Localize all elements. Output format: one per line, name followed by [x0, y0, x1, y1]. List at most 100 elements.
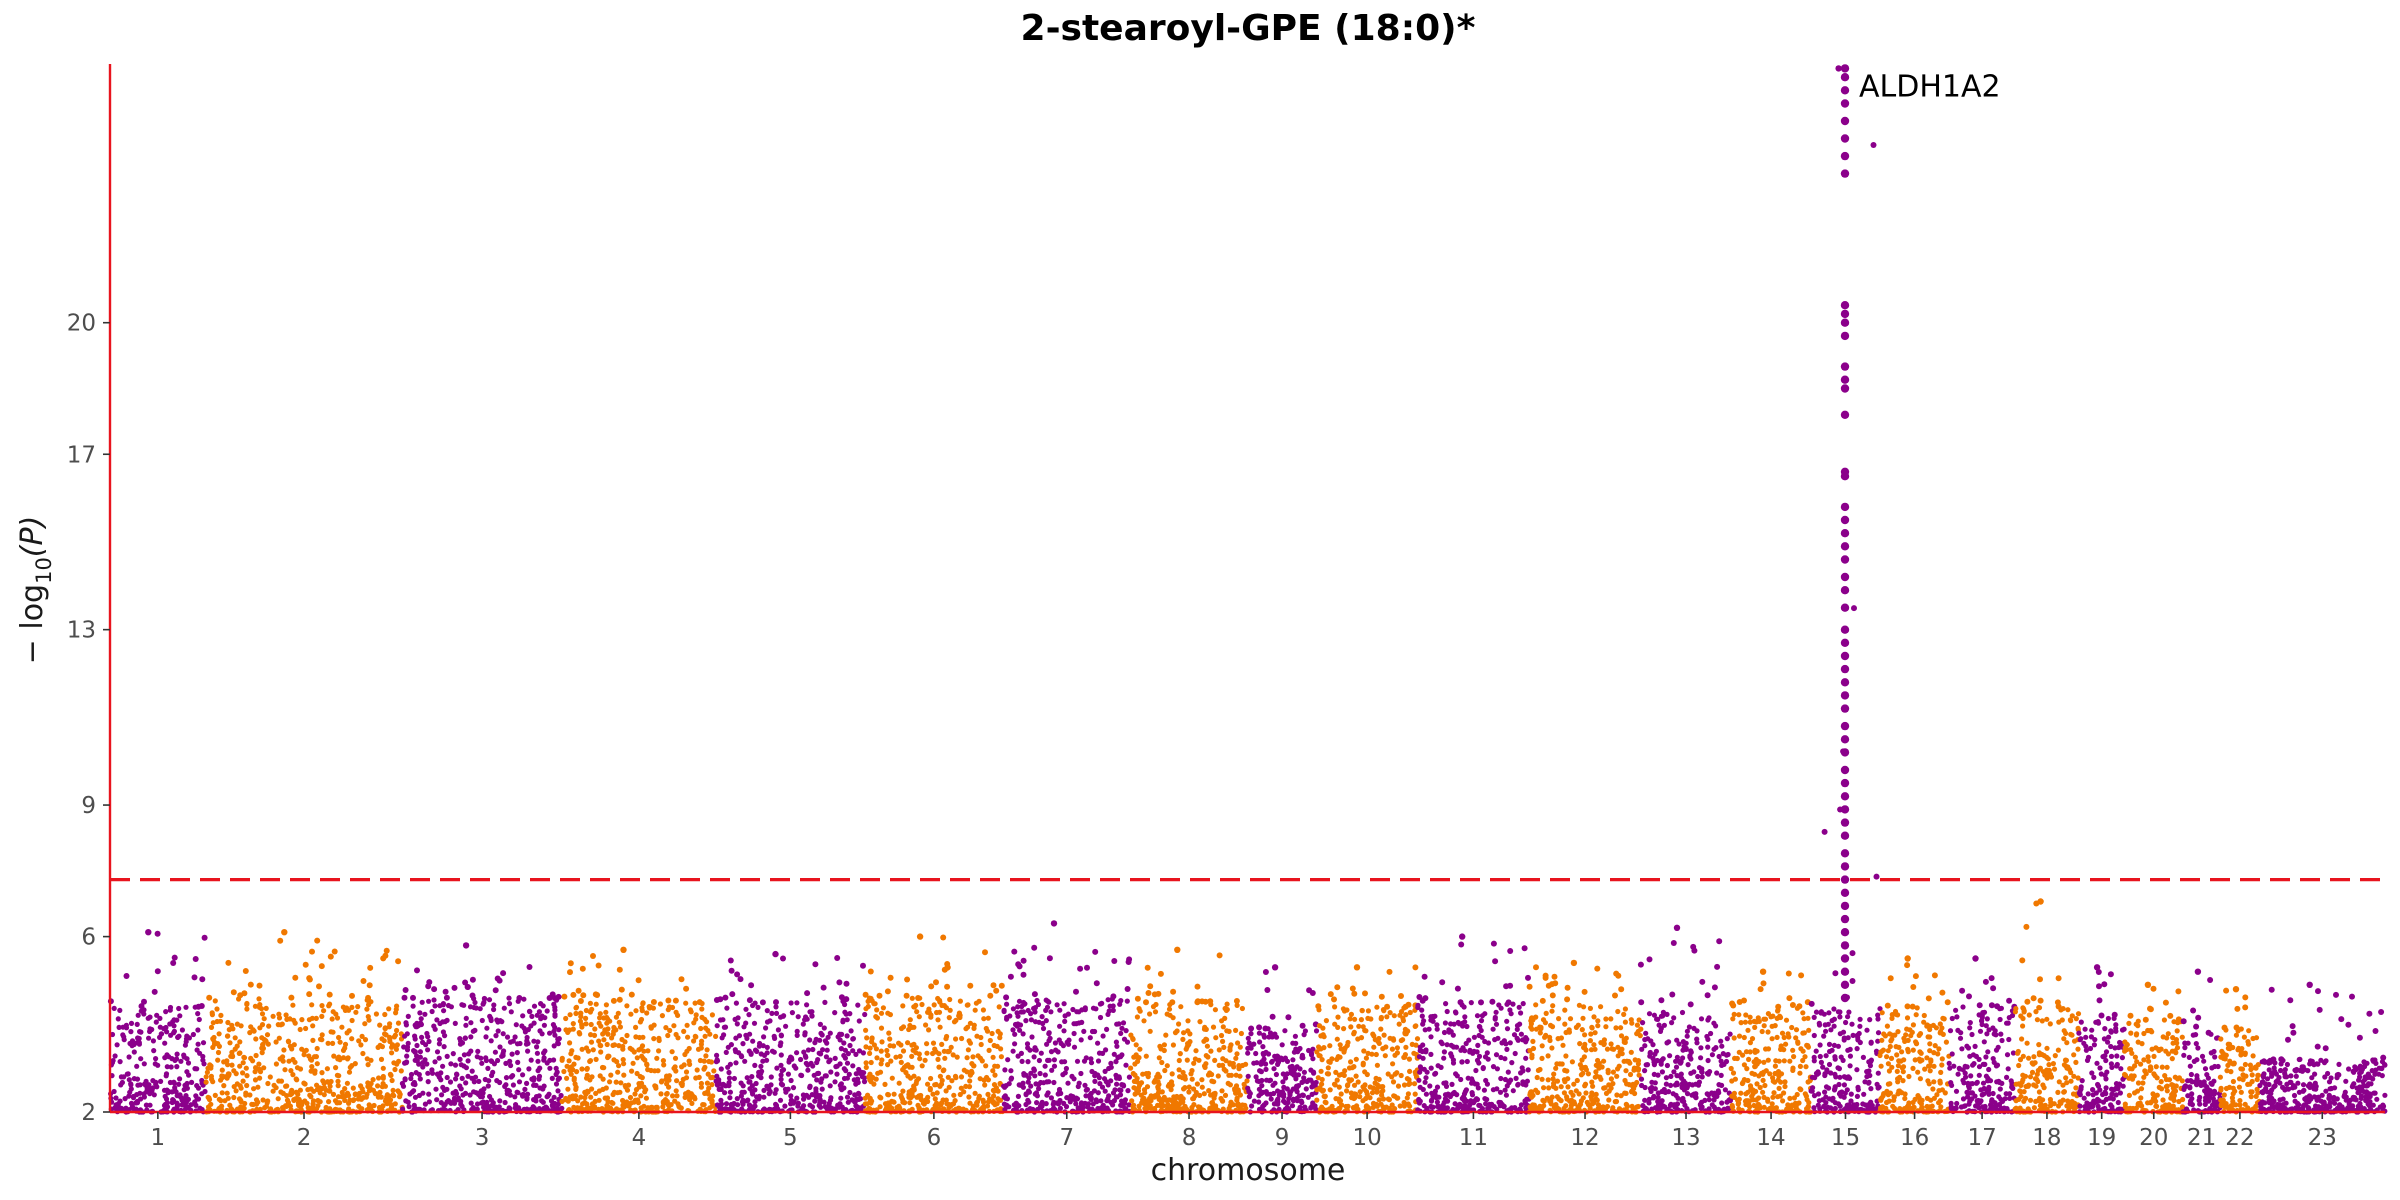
- snp-point: [1367, 1095, 1373, 1101]
- snp-point: [696, 999, 703, 1006]
- snp-point: [1147, 1011, 1153, 1017]
- snp-point: [1507, 1007, 1513, 1013]
- snp-point: [310, 1037, 316, 1043]
- snp-point: [138, 1008, 144, 1014]
- snp-point: [1337, 1054, 1343, 1060]
- snp-point: [555, 1041, 562, 1047]
- snp-point: [1564, 1068, 1570, 1074]
- snp-point: [1020, 1031, 1026, 1037]
- snp-point: [283, 1103, 289, 1109]
- snp-point: [1646, 1011, 1653, 1017]
- snp-point: [1120, 1020, 1127, 1026]
- snp-point: [614, 1106, 620, 1112]
- snp-point: [206, 994, 213, 1001]
- snp-point: [1386, 1097, 1392, 1103]
- snp-point: [1134, 1075, 1140, 1081]
- snp-point: [408, 1071, 415, 1078]
- snp-point: [814, 1077, 820, 1083]
- snp-point: [660, 1058, 667, 1064]
- snp-point: [689, 1100, 695, 1106]
- snp-point: [828, 1095, 834, 1101]
- snp-point: [168, 1064, 174, 1070]
- snp-point: [1141, 1101, 1147, 1107]
- snp-point: [1606, 1097, 1612, 1103]
- snp-point: [452, 1020, 458, 1026]
- snp-point: [1177, 1051, 1183, 1057]
- snp-point: [123, 1022, 129, 1028]
- snp-point: [389, 1077, 395, 1084]
- snp-point: [778, 1062, 784, 1068]
- snp-point: [939, 1041, 945, 1047]
- snp-point: [824, 1040, 830, 1046]
- snp-point: [219, 1090, 225, 1096]
- snp-point: [584, 1101, 590, 1107]
- snp-point: [917, 1056, 923, 1062]
- snp-point: [1640, 1020, 1646, 1026]
- snp-point: [536, 1009, 543, 1015]
- snp-point: [1464, 1058, 1470, 1065]
- snp-point: [643, 1095, 650, 1101]
- snp-point: [991, 1093, 997, 1099]
- snp-point: [497, 1044, 503, 1050]
- snp-point: [673, 1009, 679, 1015]
- snp-point: [170, 960, 177, 966]
- snp-point: [507, 1106, 513, 1112]
- snp-point: [434, 1049, 441, 1055]
- snp-point: [1008, 1068, 1014, 1074]
- snp-point: [1435, 1103, 1441, 1110]
- snp-point: [458, 1098, 464, 1104]
- snp-point: [864, 1035, 870, 1041]
- snp-point: [957, 1106, 963, 1112]
- snp-point: [1019, 1003, 1025, 1010]
- snp-point: [263, 1103, 269, 1109]
- snp-point: [1260, 1060, 1266, 1066]
- snp-point: [698, 1041, 705, 1047]
- snp-point: [1248, 1031, 1254, 1037]
- snp-point: [224, 1090, 230, 1096]
- snp-point: [1474, 1081, 1480, 1087]
- snp-point: [212, 1092, 218, 1098]
- snp-point: [1553, 1065, 1559, 1071]
- snp-point: [850, 1036, 856, 1042]
- snp-point: [400, 1083, 407, 1089]
- snp-point: [169, 1099, 175, 1106]
- snp-point: [1191, 1102, 1197, 1108]
- snp-point: [1316, 1052, 1322, 1059]
- snp-point: [1503, 983, 1510, 990]
- snp-point: [1407, 1068, 1413, 1074]
- snp-point: [425, 1070, 431, 1076]
- snp-point: [253, 1065, 259, 1071]
- snp-point: [127, 1089, 133, 1095]
- snp-point: [1207, 1070, 1213, 1076]
- snp-point: [1233, 998, 1240, 1004]
- snp-point: [637, 1019, 644, 1025]
- snp-point: [634, 1070, 640, 1077]
- snp-point: [551, 1043, 557, 1049]
- snp-point: [1498, 1099, 1504, 1106]
- snp-point: [1538, 1026, 1544, 1032]
- snp-point: [773, 1101, 779, 1107]
- snp-point: [589, 1074, 595, 1080]
- chromosome-peak-point: [1050, 920, 1058, 927]
- snp-point: [1411, 1050, 1417, 1056]
- snp-point: [1530, 1038, 1536, 1044]
- snp-point: [230, 1053, 236, 1060]
- snp-point: [364, 1006, 370, 1012]
- snp-point: [1267, 1030, 1274, 1036]
- snp-point: [621, 1104, 627, 1110]
- snp-point: [603, 1002, 610, 1008]
- snp-point: [709, 1012, 716, 1018]
- snp-point: [571, 1061, 577, 1067]
- snp-point: [640, 1000, 646, 1006]
- snp-point: [524, 1106, 530, 1112]
- snp-point: [472, 999, 478, 1006]
- snp-point: [331, 948, 338, 955]
- snp-point: [964, 1069, 970, 1075]
- snp-point: [224, 1033, 231, 1039]
- snp-point: [593, 1056, 599, 1062]
- snp-point: [1601, 1041, 1607, 1047]
- snp-point: [1529, 1026, 1535, 1032]
- snp-point: [319, 1037, 325, 1043]
- snp-point: [1618, 986, 1625, 993]
- snp-point: [1015, 1004, 1021, 1010]
